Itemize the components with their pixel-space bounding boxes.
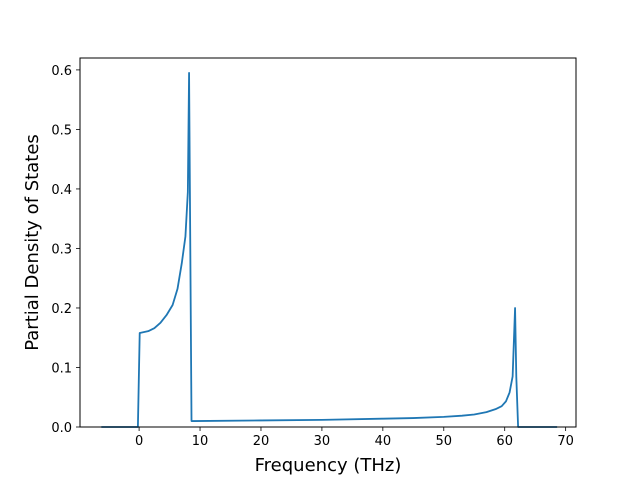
y-tick-label: 0.1 — [51, 361, 72, 376]
x-tick-label: 30 — [314, 434, 331, 449]
x-tick-label: 0 — [135, 434, 143, 449]
pdos-series-line — [101, 71, 558, 428]
y-tick-label: 0.4 — [51, 183, 72, 198]
y-axis-label: Partial Density of States — [22, 134, 43, 351]
x-tick-label: 40 — [375, 434, 392, 449]
y-tick-label: 0.6 — [51, 64, 72, 79]
x-tick-label: 70 — [557, 434, 574, 449]
y-tick-label: 0.5 — [51, 123, 72, 138]
plot-frame — [79, 57, 577, 428]
y-tick-label: 0.0 — [51, 421, 72, 436]
x-axis-label: Frequency (THz) — [255, 455, 402, 476]
x-tick-label: 20 — [253, 434, 270, 449]
y-tick-label: 0.3 — [51, 242, 72, 257]
x-tick-label: 50 — [436, 434, 453, 449]
axis-ticks: 0 10 20 30 40 50 60 70 0.0 0.1 0.2 0.3 0.4 0.5 0.6 — [51, 64, 574, 449]
plot-area — [101, 71, 558, 428]
y-tick-label: 0.2 — [51, 302, 72, 317]
x-tick-label: 10 — [192, 434, 209, 449]
x-tick-label: 60 — [496, 434, 513, 449]
